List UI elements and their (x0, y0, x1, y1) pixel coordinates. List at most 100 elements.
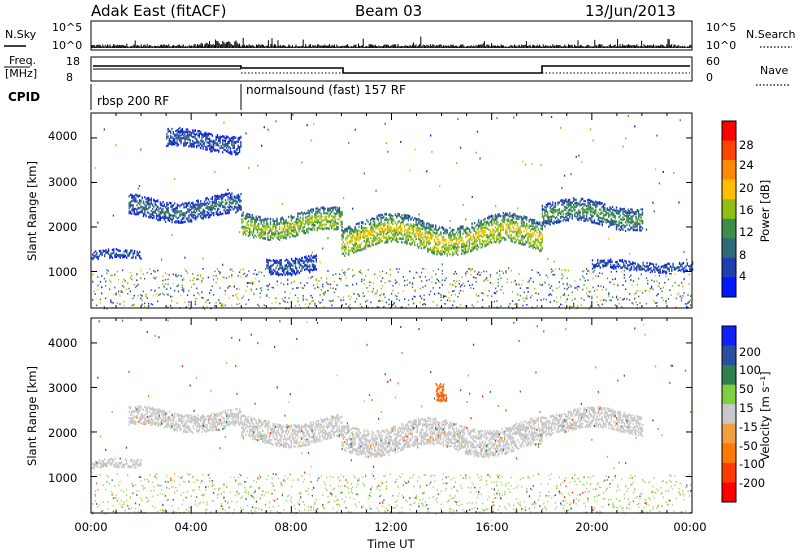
scatter-point (602, 286, 605, 288)
scatter-point (200, 211, 202, 214)
scatter-point (403, 218, 406, 221)
scatter-point (255, 218, 257, 221)
scatter-point (292, 113, 294, 116)
scatter-point (272, 286, 274, 289)
scatter-point (547, 276, 549, 278)
scatter-point (398, 237, 400, 240)
scatter-point (299, 222, 302, 226)
scatter-point (288, 231, 290, 235)
nave-tick-high: 60 (706, 55, 720, 68)
scatter-point (583, 269, 585, 272)
scatter-point (180, 210, 182, 213)
scatter-point (224, 140, 226, 143)
scatter-point (385, 217, 387, 220)
scatter-point (463, 230, 465, 233)
scatter-point (490, 238, 493, 241)
scatter-point (209, 145, 211, 148)
scatter-point (93, 251, 95, 254)
scatter-point (281, 298, 284, 300)
scatter-point (183, 221, 185, 224)
scatter-point (149, 216, 151, 219)
scatter-point (276, 284, 278, 287)
scatter-point (459, 146, 462, 149)
scatter-point (302, 297, 304, 300)
scatter-point (510, 281, 512, 284)
scatter-point (171, 300, 173, 302)
scatter-point (437, 234, 439, 237)
scatter-point (309, 259, 311, 262)
scatter-point (436, 236, 438, 239)
scatter-point (476, 223, 478, 226)
scatter-point (272, 224, 274, 227)
scatter-point (306, 221, 308, 224)
scatter-point (437, 249, 439, 253)
scatter-point (353, 235, 355, 238)
scatter-point (686, 258, 688, 261)
scatter-point (267, 217, 269, 220)
scatter-point (173, 177, 176, 180)
scatter-point (311, 296, 313, 299)
scatter-point (498, 213, 501, 216)
scatter-point (377, 214, 380, 217)
scatter-point (412, 230, 415, 233)
scatter-point (480, 230, 482, 233)
scatter-point (100, 249, 102, 252)
scatter-point (202, 306, 204, 308)
scatter-point (353, 292, 355, 295)
scatter-point (149, 268, 151, 270)
scatter-point (158, 293, 160, 296)
scatter-point (380, 293, 382, 296)
nsky-histogram (91, 36, 692, 48)
scatter-point (458, 231, 460, 234)
scatter-point (337, 226, 339, 229)
scatter-point (322, 292, 324, 295)
scatter-point (403, 213, 406, 216)
scatter-point (291, 222, 294, 225)
scatter-point (268, 226, 270, 229)
scatter-point (252, 229, 255, 233)
scatter-point (345, 228, 347, 231)
scatter-point (475, 246, 477, 250)
scatter-point (163, 215, 165, 218)
scatter-point (609, 299, 611, 301)
scatter-point (413, 302, 415, 305)
scatter-point (413, 277, 415, 279)
scatter-point (227, 198, 229, 201)
scatter-point (218, 207, 220, 211)
scatter-point (123, 250, 125, 253)
scatter-point (232, 198, 234, 201)
scatter-point (214, 194, 216, 197)
scatter-point (320, 215, 322, 218)
scatter-point (296, 267, 298, 270)
scatter-point (246, 229, 248, 232)
scatter-point (163, 294, 165, 296)
scatter-point (416, 225, 419, 228)
scatter-point (252, 236, 255, 239)
scatter-point (679, 295, 681, 298)
scatter-point (167, 135, 169, 138)
scatter-point (289, 232, 291, 235)
scatter-point (355, 246, 358, 249)
scatter-point (366, 243, 368, 246)
scatter-point (416, 230, 419, 233)
scatter-point (394, 213, 397, 216)
scatter-point (268, 259, 271, 262)
scatter-point (183, 142, 185, 145)
scatter-point (306, 257, 308, 260)
scatter-point (184, 133, 186, 136)
scatter-point (293, 226, 295, 229)
scatter-point (189, 144, 191, 147)
scatter-point (262, 225, 264, 228)
scatter-point (268, 270, 271, 273)
scatter-point (349, 298, 351, 301)
scatter-point (179, 213, 181, 216)
scatter-point (155, 199, 158, 203)
scatter-point (407, 227, 410, 230)
scatter-point (656, 302, 658, 304)
scatter-point (576, 285, 579, 288)
scatter-point (425, 226, 428, 229)
scatter-point (521, 283, 523, 286)
scatter-point (240, 275, 242, 278)
scatter-point (344, 229, 346, 232)
scatter-point (507, 224, 510, 227)
